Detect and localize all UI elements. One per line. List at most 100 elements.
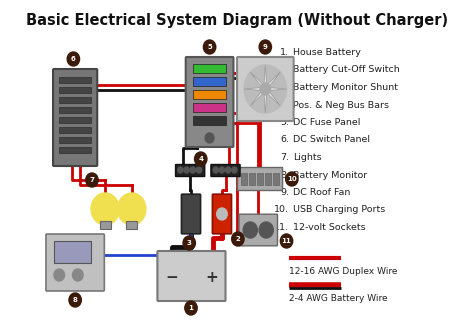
Circle shape <box>232 167 237 173</box>
Bar <box>241 173 247 185</box>
Text: 6.: 6. <box>280 135 289 144</box>
Text: Battery Cut-Off Switch: Battery Cut-Off Switch <box>293 66 400 75</box>
Bar <box>59 117 91 123</box>
Circle shape <box>205 133 214 143</box>
Text: 5: 5 <box>207 44 212 50</box>
FancyBboxPatch shape <box>239 214 277 246</box>
Circle shape <box>260 83 271 95</box>
Circle shape <box>69 293 82 307</box>
Text: 12-16 AWG Duplex Wire: 12-16 AWG Duplex Wire <box>289 267 398 276</box>
Text: 5.: 5. <box>280 118 289 127</box>
Polygon shape <box>250 89 265 106</box>
Text: 1: 1 <box>189 305 193 311</box>
FancyBboxPatch shape <box>186 57 234 147</box>
Circle shape <box>184 167 189 173</box>
Polygon shape <box>250 72 265 89</box>
Circle shape <box>178 167 183 173</box>
Bar <box>193 103 227 112</box>
Text: 2.: 2. <box>280 66 289 75</box>
Bar <box>59 87 91 93</box>
Text: 10.: 10. <box>274 206 289 214</box>
Circle shape <box>217 208 227 220</box>
Text: 11.: 11. <box>274 223 289 232</box>
FancyBboxPatch shape <box>237 57 293 121</box>
Polygon shape <box>264 65 267 89</box>
Circle shape <box>86 173 98 187</box>
Bar <box>59 137 91 143</box>
Circle shape <box>286 172 298 186</box>
Bar <box>265 173 271 185</box>
Text: Battery Monitor Shunt: Battery Monitor Shunt <box>293 83 398 92</box>
Text: 4.: 4. <box>280 100 289 110</box>
Text: 8: 8 <box>73 297 78 303</box>
Text: 2-4 AWG Battery Wire: 2-4 AWG Battery Wire <box>289 294 388 303</box>
Bar <box>54 241 91 263</box>
Circle shape <box>190 167 195 173</box>
Bar <box>59 107 91 113</box>
Circle shape <box>196 167 201 173</box>
Bar <box>193 90 227 99</box>
Text: 7.: 7. <box>280 153 289 162</box>
Bar <box>127 221 137 229</box>
Text: House Battery: House Battery <box>293 48 361 57</box>
Circle shape <box>203 40 216 54</box>
FancyBboxPatch shape <box>157 251 226 301</box>
Circle shape <box>213 167 219 173</box>
Bar <box>273 173 279 185</box>
Bar <box>59 147 91 153</box>
Text: +: + <box>205 270 218 286</box>
Text: 3.: 3. <box>280 83 289 92</box>
Bar <box>249 173 255 185</box>
Text: 6: 6 <box>71 56 76 62</box>
Text: 12-volt Sockets: 12-volt Sockets <box>293 223 365 232</box>
Bar <box>59 127 91 133</box>
Polygon shape <box>265 89 280 106</box>
Text: USB Charging Ports: USB Charging Ports <box>293 206 385 214</box>
Text: Lights: Lights <box>293 153 321 162</box>
Circle shape <box>280 234 293 248</box>
Bar <box>193 77 227 86</box>
Circle shape <box>185 301 197 315</box>
Bar <box>193 116 227 125</box>
Circle shape <box>118 193 146 225</box>
Text: Pos. & Neg Bus Bars: Pos. & Neg Bus Bars <box>293 100 389 110</box>
Circle shape <box>194 152 207 166</box>
Text: 9.: 9. <box>280 188 289 197</box>
Bar <box>100 221 110 229</box>
Bar <box>193 64 227 73</box>
Circle shape <box>54 269 64 281</box>
Circle shape <box>73 269 83 281</box>
Bar <box>59 97 91 103</box>
Text: 7: 7 <box>90 177 94 183</box>
Text: DC Fuse Panel: DC Fuse Panel <box>293 118 360 127</box>
FancyBboxPatch shape <box>237 168 283 191</box>
Polygon shape <box>265 87 286 91</box>
Circle shape <box>226 167 231 173</box>
Circle shape <box>244 65 286 113</box>
FancyBboxPatch shape <box>46 234 104 291</box>
Polygon shape <box>265 72 280 89</box>
Circle shape <box>219 167 225 173</box>
Circle shape <box>91 193 119 225</box>
Text: 8.: 8. <box>280 170 289 179</box>
Text: 1.: 1. <box>280 48 289 57</box>
Circle shape <box>183 236 195 250</box>
Text: Basic Electrical System Diagram (Without Charger): Basic Electrical System Diagram (Without… <box>26 13 448 28</box>
FancyBboxPatch shape <box>182 194 201 234</box>
Circle shape <box>259 40 272 54</box>
FancyBboxPatch shape <box>175 165 205 176</box>
Text: 11: 11 <box>282 238 292 244</box>
Circle shape <box>243 222 257 238</box>
Circle shape <box>67 52 80 66</box>
Bar <box>257 173 263 185</box>
Text: 2: 2 <box>236 236 240 242</box>
FancyBboxPatch shape <box>53 69 97 166</box>
Text: −: − <box>165 270 178 286</box>
Text: DC Switch Panel: DC Switch Panel <box>293 135 370 144</box>
Text: 3: 3 <box>187 240 191 246</box>
Text: 10: 10 <box>287 176 297 182</box>
FancyBboxPatch shape <box>211 165 240 176</box>
Circle shape <box>232 232 244 246</box>
Text: 4: 4 <box>198 156 203 162</box>
Text: DC Roof Fan: DC Roof Fan <box>293 188 350 197</box>
